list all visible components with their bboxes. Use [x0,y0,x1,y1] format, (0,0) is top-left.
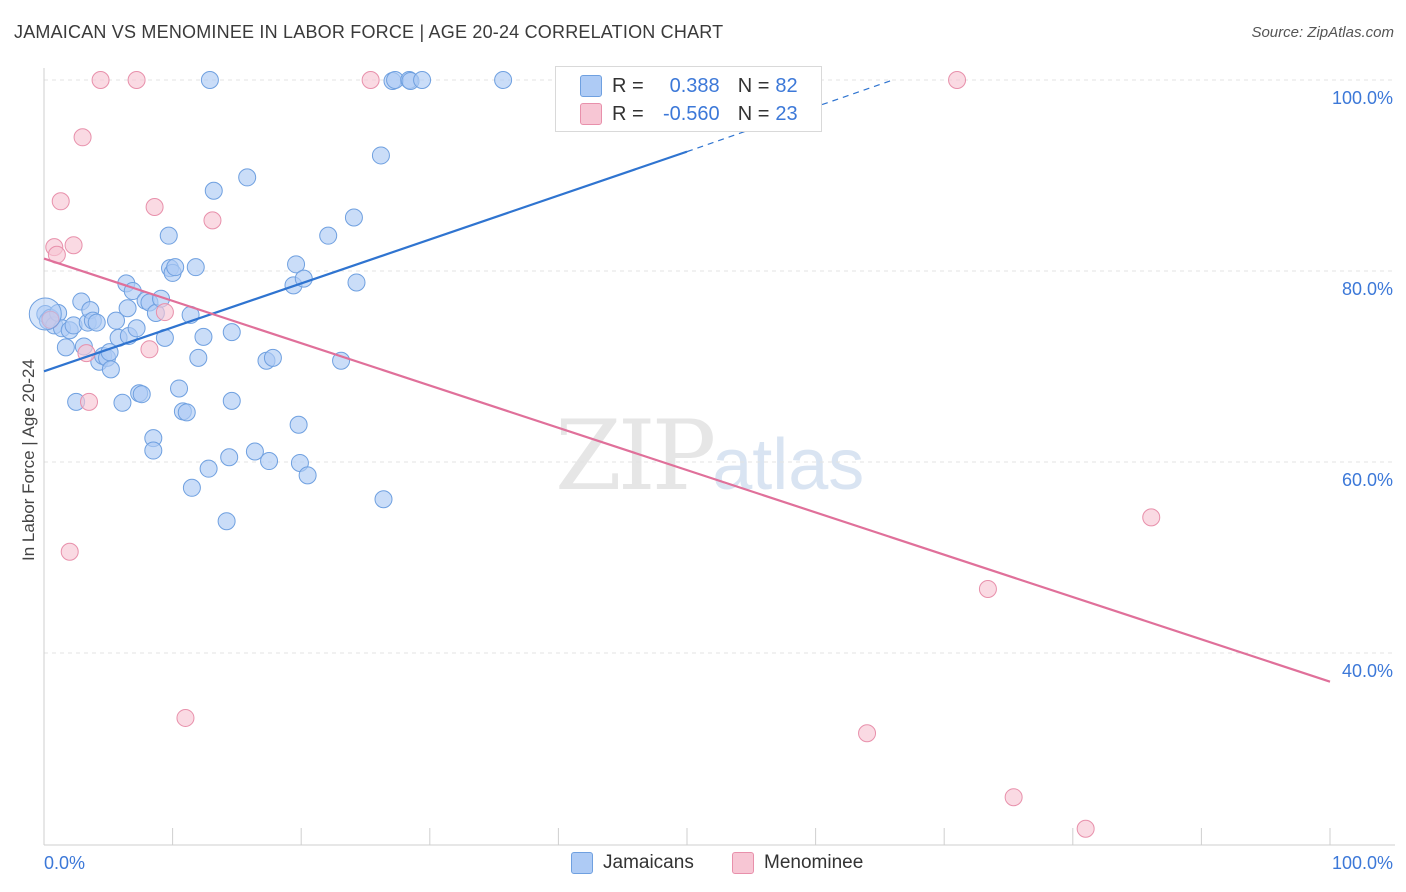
menominee-point [127,71,146,89]
jamaican-point [289,415,308,434]
menominee-point [64,236,83,255]
legend-n-value: 82 [775,74,798,97]
jamaican-point [194,327,213,346]
jamaican-point [371,146,390,165]
jamaican-point [182,478,201,497]
jamaican-point [132,385,151,404]
legend-swatch-menominee [580,103,602,125]
jamaican-point [413,71,432,89]
jamaican-trend-extension [686,79,893,153]
jamaican-point [189,348,208,367]
jamaican-point [260,452,279,471]
jamaican-point [222,323,241,342]
menominee-point [91,71,110,89]
legend-n-label: N = [737,74,770,97]
legend-n-value: 23 [775,102,798,125]
series-legend-menominee[interactable]: Menominee [732,852,863,874]
jamaican-point [170,379,189,398]
watermark-zip: ZIP [555,400,716,512]
legend-row-jamaicans: R = 0.388 N = 82 [580,73,798,99]
jamaican-point [298,466,317,485]
jamaican-point [263,348,282,367]
menominee-point [60,542,79,561]
jamaican-point [222,391,241,410]
menominee-trend-line [43,257,1331,683]
watermark-atlas: atlas [712,425,865,505]
jamaican-point [186,258,205,277]
menominee-point [203,211,222,230]
jamaican-point [107,311,126,330]
jamaican-point [319,226,338,245]
jamaican-point [87,313,106,332]
legend-r-label: R = [612,102,644,125]
legend-row-menominee: R = -0.560 N = 23 [580,101,798,127]
menominee-point [858,724,877,743]
jamaican-point [374,490,393,509]
menominee-point [948,71,967,89]
jamaican-point [159,226,178,245]
y-tick-label: 60.0% [1342,470,1393,490]
menominee-point [176,708,195,727]
menominee-point [140,340,159,359]
jamaican-point [177,403,196,422]
legend-r-value: 0.388 [669,74,720,97]
jamaican-point [347,273,366,292]
series-swatch-menominee [732,852,754,874]
menominee-point [1076,819,1095,838]
jamaican-point [245,442,264,461]
jamaican-point [113,393,132,412]
jamaican-point [28,297,62,331]
y-tick-label: 100.0% [1332,88,1393,108]
menominee-point [145,198,164,217]
menominee-point [73,128,92,147]
watermark: ZIPatlas [555,400,864,512]
menominee-point [361,71,380,89]
jamaican-point [144,441,163,460]
y-tick-label: 40.0% [1342,661,1393,681]
jamaican-trend-line [43,150,688,373]
menominee-point [155,303,174,322]
jamaican-point [204,181,223,200]
jamaican-point [332,351,351,370]
jamaican-point [56,338,75,357]
series-swatch-jamaicans [571,852,593,874]
menominee-point [978,580,997,599]
x-tick-label: 0.0% [44,853,85,873]
legend-r-label: R = [612,74,644,97]
jamaican-point [101,360,120,379]
menominee-point [80,392,99,411]
correlation-legend: R = 0.388 N = 82 R = -0.560 N = 23 [555,66,822,132]
menominee-point [51,192,70,211]
jamaican-point [199,459,218,478]
chart-title: JAMAICAN VS MENOMINEE IN LABOR FORCE | A… [14,22,724,42]
menominee-point [1142,508,1161,527]
y-axis-label: In Labor Force | Age 20-24 [19,359,38,561]
y-tick-label: 80.0% [1342,279,1393,299]
jamaican-point [200,71,219,89]
legend-swatch-jamaicans [580,75,602,97]
jamaican-point [344,208,363,227]
jamaican-point [494,71,513,89]
series-label-menominee: Menominee [764,852,864,873]
jamaican-point [166,258,185,277]
series-legend-jamaicans[interactable]: Jamaicans [571,852,694,874]
series-label-jamaicans: Jamaicans [603,852,694,873]
x-tick-label: 100.0% [1332,853,1393,873]
jamaican-point [118,299,137,318]
legend-n-label: N = [737,102,770,125]
series-legend: Jamaicans Menominee [0,852,1406,878]
jamaican-point [127,319,146,338]
jamaican-point [287,255,306,274]
jamaican-point [220,448,239,467]
jamaican-point [238,168,257,187]
menominee-point [1004,788,1023,807]
legend-r-value: -0.560 [662,102,720,125]
jamaican-point [217,512,236,531]
source-label: Source: ZipAtlas.com [1251,24,1394,41]
